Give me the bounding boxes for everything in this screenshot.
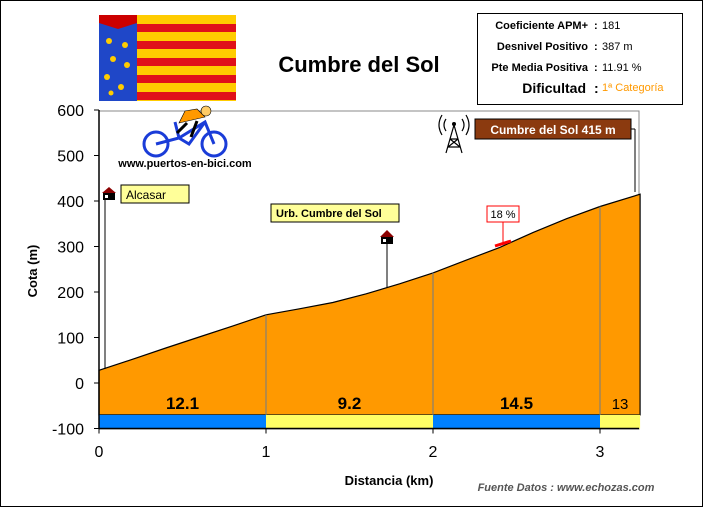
y-tick-label: 500 <box>57 149 84 166</box>
stat-coef: Coeficiente APM+ : 181 <box>495 20 621 32</box>
urb-label: Urb. Cumbre del Sol <box>276 208 382 220</box>
chart-title: Cumbre del Sol <box>278 52 439 77</box>
segment-grade-label: 9.2 <box>338 394 362 413</box>
segment-grade-label: 14.5 <box>500 394 533 413</box>
stat-dificultad: Dificultad : 1ª Categoría <box>522 80 664 96</box>
y-axis-label: Cota (m) <box>25 245 40 298</box>
segment-bars: 12.1 9.2 14.5 13 <box>99 394 641 429</box>
y-tick-label: 600 <box>57 103 84 120</box>
elevation-area <box>98 193 641 416</box>
y-tick-label: 400 <box>57 194 84 211</box>
y-tick-label: 200 <box>57 285 84 302</box>
max-grade-marker <box>494 239 512 248</box>
stat-pendiente: Pte Media Positiva : 11.91 % <box>491 62 642 74</box>
x-tick-label: 0 <box>95 444 104 461</box>
house-icon <box>380 230 394 244</box>
source-label: Fuente Datos : www.echozas.com <box>478 482 655 494</box>
segment-bar <box>433 414 600 429</box>
valencia-flag-icon <box>99 15 236 101</box>
x-axis-label: Distancia (km) <box>345 473 434 488</box>
x-tick-label: 2 <box>429 444 438 461</box>
stats-panel: Coeficiente APM+ : 181 Desnivel Positivo… <box>477 13 683 105</box>
house-icon <box>102 187 116 200</box>
segment-bar <box>266 414 433 429</box>
segment-grade-label: 13 <box>612 396 629 413</box>
stat-desnivel: Desnivel Positivo : 387 m <box>496 41 633 53</box>
x-tick-label: 3 <box>596 444 605 461</box>
axes: -100 0 100 200 300 400 500 600 0 1 2 3 <box>52 103 639 461</box>
max-grade-label: 18 % <box>490 209 515 221</box>
y-tick-label: 100 <box>57 331 84 348</box>
y-tick-label: 0 <box>75 376 84 393</box>
antenna-icon <box>438 114 470 154</box>
y-tick-label: -100 <box>52 422 84 439</box>
segment-bar <box>99 414 266 429</box>
segment-bar <box>600 414 641 429</box>
website-label: www.puertos-en-bici.com <box>117 158 252 170</box>
alcasar-label: Alcasar <box>126 188 166 202</box>
segment-grade-label: 12.1 <box>166 394 199 413</box>
segment-dividers <box>265 206 601 415</box>
x-tick-label: 1 <box>262 444 271 461</box>
cyclist-logo-icon <box>142 105 228 158</box>
y-tick-label: 300 <box>57 240 84 257</box>
summit-label: Cumbre del Sol 415 m <box>490 123 615 137</box>
